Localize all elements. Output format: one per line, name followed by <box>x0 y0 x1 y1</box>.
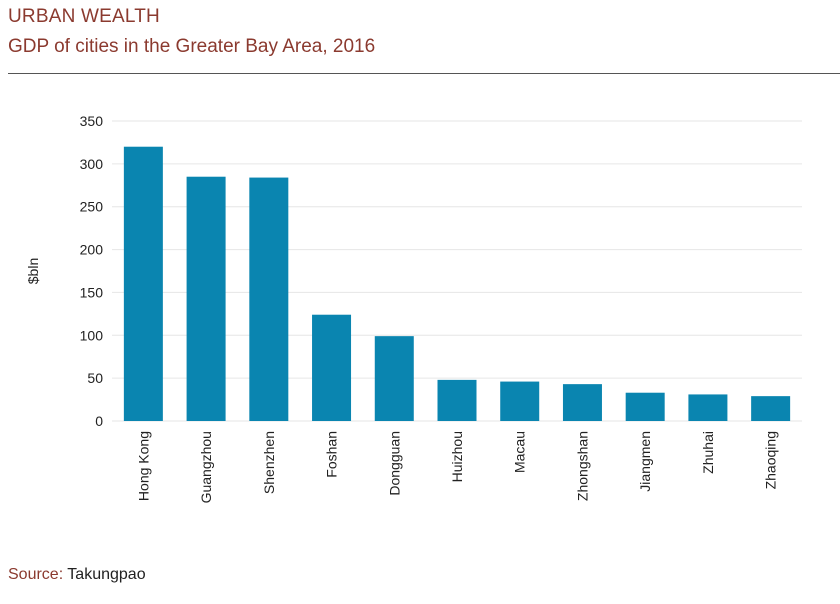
bars <box>123 146 791 421</box>
source-note: Source: Takungpao <box>8 566 146 584</box>
y-tick-label: 0 <box>95 413 103 429</box>
bar-zhaoqing <box>751 396 791 421</box>
x-tick-label: Macau <box>512 431 528 473</box>
x-tick-label: Huizhou <box>449 431 465 482</box>
bar-shenzhen <box>249 177 289 421</box>
x-tick-label: Guangzhou <box>198 431 214 503</box>
y-tick-label: 100 <box>80 327 104 343</box>
bar-jiangmen <box>625 392 665 421</box>
bar-huizhou <box>437 379 477 421</box>
bar-hong-kong <box>123 146 163 421</box>
x-tick-label: Zhongshan <box>574 431 590 501</box>
chart-kicker: URBAN WEALTH <box>8 6 160 27</box>
y-tick-label: 200 <box>80 242 104 258</box>
x-axis-labels: Hong Kong Guangzhou Shenzhen Foshan Dongguan… <box>135 431 778 503</box>
bar-zhongshan <box>562 384 602 421</box>
y-tick-label: 50 <box>87 370 103 386</box>
bar-macau <box>500 381 540 421</box>
source-value: Takungpao <box>67 566 146 583</box>
bar-guangzhou <box>186 176 226 421</box>
x-tick-label: Hong Kong <box>135 431 151 501</box>
header-divider <box>8 73 840 74</box>
x-tick-label: Dongguan <box>386 431 402 496</box>
source-label: Source: <box>8 566 64 583</box>
x-tick-label: Shenzhen <box>261 431 277 494</box>
x-tick-label: Zhaoqing <box>763 431 779 489</box>
y-tick-label: 150 <box>80 284 104 300</box>
x-tick-label: Jiangmen <box>637 431 653 492</box>
y-tick-label: 350 <box>80 113 104 129</box>
y-axis-label: $bln <box>25 258 41 284</box>
y-axis-ticks: 0 50 100 150 200 250 300 350 <box>80 113 104 429</box>
x-tick-label: Zhuhai <box>700 431 716 474</box>
x-tick-label: Foshan <box>324 431 340 478</box>
y-tick-label: 250 <box>80 199 104 215</box>
y-tick-label: 300 <box>80 156 104 172</box>
bar-dongguan <box>374 336 414 421</box>
bar-zhuhai <box>688 394 728 421</box>
chart-title: GDP of cities in the Greater Bay Area, 2… <box>8 36 376 57</box>
bar-foshan <box>312 314 352 421</box>
